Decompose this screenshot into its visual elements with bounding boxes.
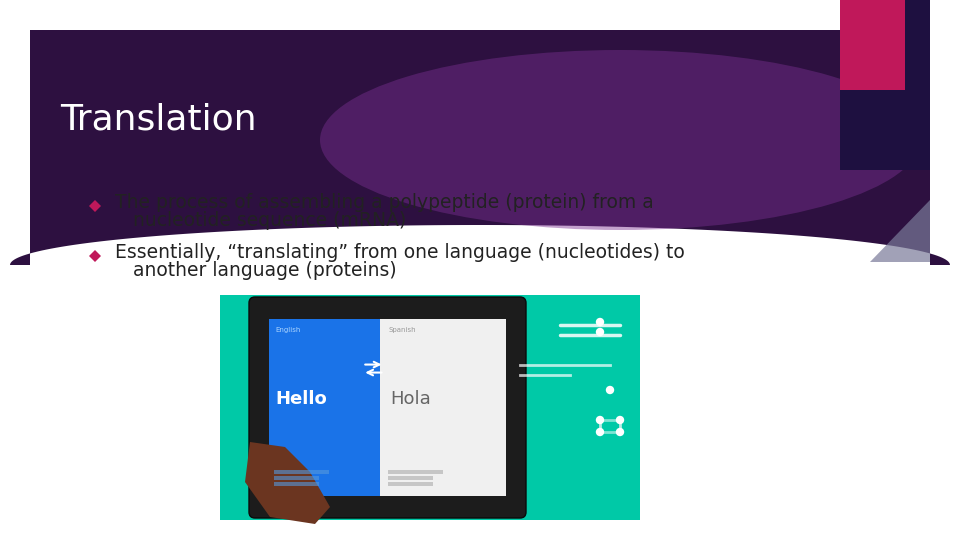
FancyBboxPatch shape <box>389 476 433 480</box>
Polygon shape <box>89 200 101 212</box>
Text: another language (proteins): another language (proteins) <box>133 260 396 280</box>
FancyBboxPatch shape <box>840 0 930 170</box>
FancyBboxPatch shape <box>274 482 319 486</box>
FancyBboxPatch shape <box>269 319 380 496</box>
PathPatch shape <box>10 30 950 265</box>
FancyBboxPatch shape <box>389 470 444 474</box>
Text: Spanish: Spanish <box>389 327 416 333</box>
FancyBboxPatch shape <box>840 0 905 90</box>
Circle shape <box>596 416 604 423</box>
Text: Hello: Hello <box>275 390 326 408</box>
Text: Translation: Translation <box>60 103 256 137</box>
Text: nucleotide sequence (mRNA): nucleotide sequence (mRNA) <box>133 211 406 229</box>
FancyBboxPatch shape <box>220 295 640 520</box>
Circle shape <box>616 416 623 423</box>
Text: The process of assembling a polypeptide (protein) from a: The process of assembling a polypeptide … <box>115 192 654 212</box>
Circle shape <box>596 328 604 335</box>
Circle shape <box>616 429 623 435</box>
FancyBboxPatch shape <box>274 476 319 480</box>
FancyBboxPatch shape <box>0 305 960 540</box>
Circle shape <box>596 319 604 326</box>
Circle shape <box>596 429 604 435</box>
FancyBboxPatch shape <box>274 470 329 474</box>
Text: Essentially, “translating” from one language (nucleotides) to: Essentially, “translating” from one lang… <box>115 242 684 261</box>
FancyBboxPatch shape <box>840 0 905 90</box>
Polygon shape <box>870 200 930 262</box>
Circle shape <box>607 387 613 394</box>
Text: English: English <box>275 327 300 333</box>
Text: Hola: Hola <box>391 390 431 408</box>
Polygon shape <box>89 250 101 262</box>
FancyBboxPatch shape <box>389 482 433 486</box>
Polygon shape <box>245 442 330 524</box>
Ellipse shape <box>320 50 920 230</box>
FancyBboxPatch shape <box>249 297 526 518</box>
FancyBboxPatch shape <box>380 319 506 496</box>
